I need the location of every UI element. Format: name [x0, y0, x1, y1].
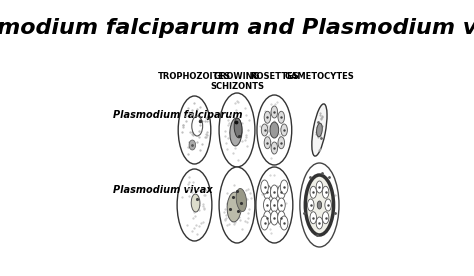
Circle shape [322, 212, 329, 224]
Circle shape [261, 216, 268, 230]
Circle shape [308, 199, 314, 211]
Text: GAMETOCYTES: GAMETOCYTES [284, 72, 354, 81]
Circle shape [317, 201, 321, 209]
Circle shape [280, 180, 288, 194]
Circle shape [271, 211, 278, 225]
Circle shape [280, 216, 288, 230]
Text: GROWING
SCHIZONTS: GROWING SCHIZONTS [210, 72, 264, 91]
Text: Plasmodium falciparum: Plasmodium falciparum [112, 110, 242, 120]
Ellipse shape [256, 167, 293, 243]
Circle shape [271, 106, 278, 118]
Circle shape [264, 137, 271, 149]
Circle shape [278, 111, 284, 123]
Ellipse shape [257, 95, 292, 165]
Circle shape [278, 185, 285, 199]
Circle shape [281, 124, 287, 136]
Circle shape [310, 186, 317, 198]
Circle shape [316, 181, 323, 193]
Circle shape [261, 180, 268, 194]
Text: TROPHOZOITES: TROPHOZOITES [158, 72, 231, 81]
Ellipse shape [191, 194, 200, 212]
Circle shape [316, 217, 323, 229]
Ellipse shape [230, 118, 242, 146]
Ellipse shape [219, 93, 255, 167]
Ellipse shape [227, 192, 241, 222]
Circle shape [261, 124, 268, 136]
Circle shape [271, 185, 278, 199]
Ellipse shape [189, 140, 196, 150]
Circle shape [278, 198, 285, 212]
Text: Plasmodium falciparum and Plasmodium vivax: Plasmodium falciparum and Plasmodium viv… [0, 18, 474, 38]
Ellipse shape [300, 163, 339, 247]
Circle shape [278, 137, 284, 149]
Ellipse shape [178, 96, 211, 164]
Ellipse shape [219, 167, 255, 243]
Circle shape [271, 142, 278, 154]
Text: ROSETTES: ROSETTES [250, 72, 299, 81]
Circle shape [310, 212, 317, 224]
Circle shape [264, 111, 271, 123]
Circle shape [264, 185, 271, 199]
Ellipse shape [234, 118, 242, 138]
Circle shape [270, 122, 279, 138]
Circle shape [264, 211, 271, 225]
Circle shape [264, 198, 271, 212]
Circle shape [325, 199, 331, 211]
Ellipse shape [317, 123, 322, 137]
Ellipse shape [177, 169, 212, 241]
Text: Plasmodium vivax: Plasmodium vivax [112, 185, 212, 195]
Ellipse shape [305, 175, 334, 235]
Circle shape [271, 198, 278, 212]
Ellipse shape [236, 189, 246, 211]
Circle shape [278, 211, 285, 225]
Ellipse shape [312, 104, 327, 156]
Circle shape [322, 186, 329, 198]
